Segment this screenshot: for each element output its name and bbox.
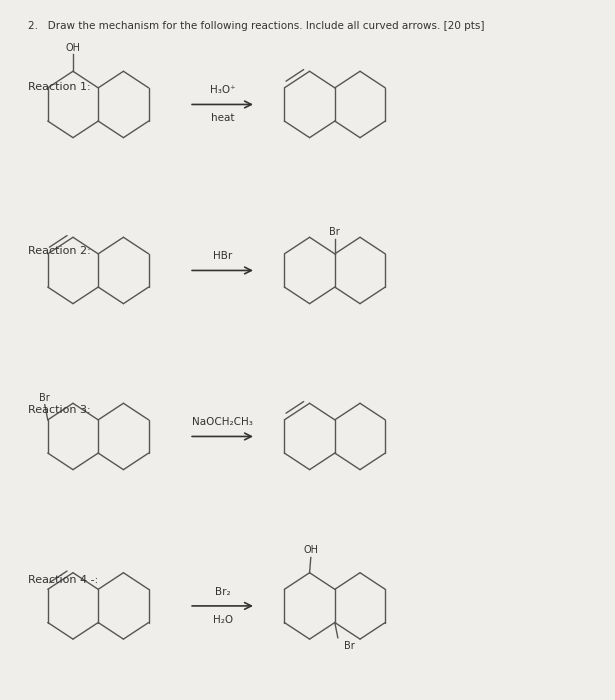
Text: Br: Br: [344, 641, 355, 651]
Text: Br: Br: [39, 393, 50, 402]
Text: NaOCH₂CH₃: NaOCH₂CH₃: [192, 417, 253, 428]
Text: Reaction 3:: Reaction 3:: [28, 405, 91, 415]
Text: heat: heat: [211, 113, 234, 123]
Text: H₃O⁺: H₃O⁺: [210, 85, 236, 95]
Text: OH: OH: [65, 43, 81, 52]
Text: Br: Br: [330, 227, 340, 237]
Text: HBr: HBr: [213, 251, 232, 262]
Text: Br₂: Br₂: [215, 587, 231, 597]
Text: H₂O: H₂O: [213, 615, 232, 625]
Text: Reaction 1:: Reaction 1:: [28, 82, 91, 92]
Text: OH: OH: [303, 545, 319, 555]
Text: Reaction 4 -:: Reaction 4 -:: [28, 575, 98, 584]
Text: Reaction 2:: Reaction 2:: [28, 246, 91, 256]
Text: 2.   Draw the mechanism for the following reactions. Include all curved arrows. : 2. Draw the mechanism for the following …: [28, 22, 485, 32]
